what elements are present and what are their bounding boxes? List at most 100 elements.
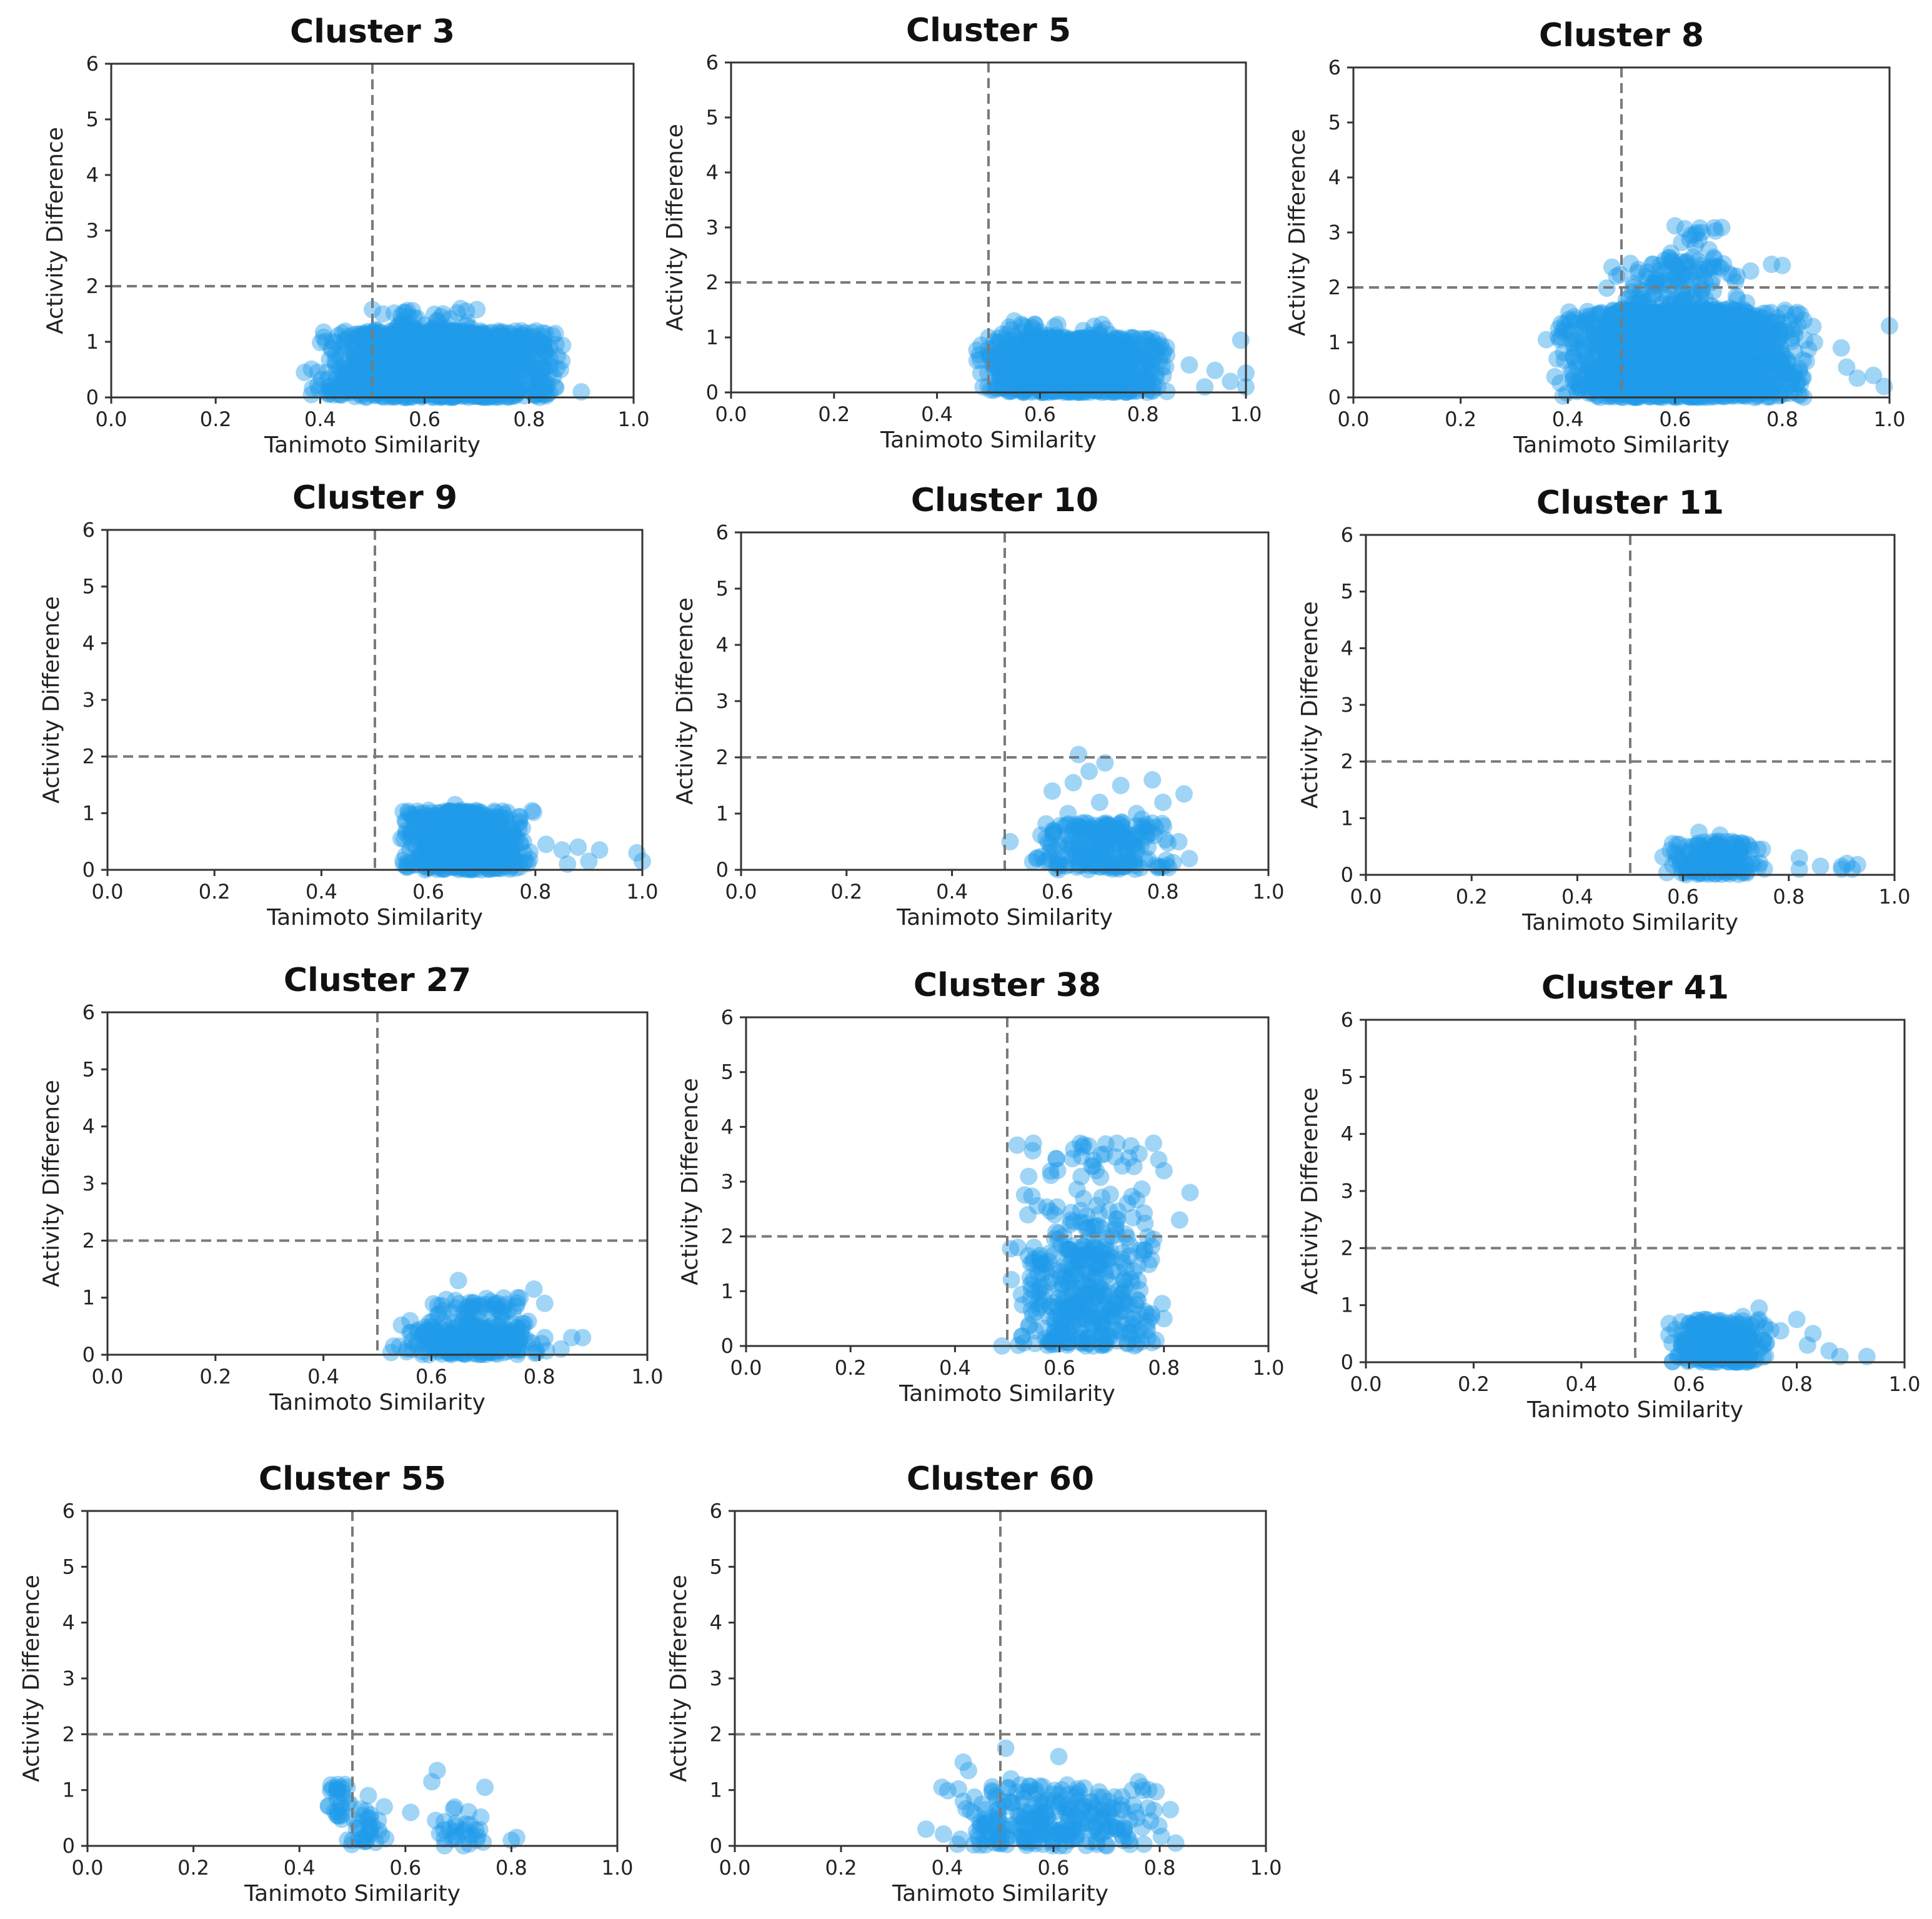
data-point: [500, 335, 519, 353]
data-point: [443, 373, 461, 391]
data-point: [331, 359, 349, 377]
data-point: [497, 341, 514, 358]
data-point: [417, 329, 436, 347]
data-point: [370, 346, 388, 364]
data-point: [480, 334, 497, 352]
data-point: [1689, 252, 1707, 271]
data-point: [522, 356, 540, 374]
data-point: [1222, 372, 1240, 391]
data-point: [403, 387, 421, 405]
data-point: [332, 375, 350, 393]
data-point: [318, 363, 336, 381]
data-point: [460, 335, 478, 353]
y-tick-label: 2: [86, 274, 99, 298]
data-point: [1005, 312, 1023, 330]
data-point: [317, 332, 335, 351]
data-point: [462, 386, 480, 404]
data-point: [396, 349, 414, 367]
data-point: [324, 332, 342, 351]
data-point: [479, 366, 497, 383]
data-point: [431, 386, 449, 404]
data-point: [439, 387, 457, 406]
data-point: [500, 379, 519, 397]
data-point: [476, 336, 494, 354]
data-point: [412, 376, 430, 394]
data-point: [447, 337, 466, 356]
data-point: [438, 351, 456, 369]
data-point: [430, 386, 448, 404]
data-point: [385, 364, 403, 382]
data-point: [339, 379, 357, 397]
data-point: [401, 347, 419, 366]
data-point: [529, 338, 547, 356]
data-point: [379, 342, 397, 361]
data-point: [381, 330, 399, 348]
data-point: [366, 357, 384, 375]
data-point: [372, 332, 390, 350]
data-point: [414, 376, 432, 394]
data-point: [346, 382, 364, 400]
data-point: [530, 372, 549, 390]
data-point: [382, 349, 400, 367]
data-point: [415, 366, 433, 384]
x-tick-label: 0.2: [818, 402, 850, 426]
data-point: [447, 356, 465, 374]
data-point: [502, 349, 520, 367]
data-point: [381, 381, 398, 399]
data-point: [482, 324, 500, 341]
data-point: [472, 322, 490, 340]
data-point: [387, 324, 405, 342]
data-point: [415, 349, 433, 367]
data-point: [443, 341, 461, 359]
data-point: [513, 367, 531, 386]
data-point: [432, 327, 449, 345]
data-point: [403, 338, 421, 356]
data-point: [452, 349, 471, 367]
data-point: [405, 357, 423, 376]
data-point: [331, 386, 349, 404]
data-point: [422, 343, 440, 361]
data-point: [463, 376, 481, 394]
data-point: [492, 385, 510, 403]
data-point: [429, 357, 447, 375]
data-point: [357, 352, 375, 370]
data-point: [466, 377, 484, 396]
data-point: [469, 387, 487, 406]
x-tick-label: 0.8: [1766, 407, 1798, 431]
data-point: [422, 386, 440, 403]
data-point: [492, 354, 510, 372]
data-point: [426, 359, 444, 377]
data-point: [382, 382, 400, 401]
data-point: [346, 357, 364, 376]
data-point: [382, 387, 401, 405]
data-point: [513, 339, 531, 357]
data-point: [530, 359, 549, 377]
data-point: [402, 381, 421, 399]
data-point: [381, 382, 399, 401]
data-point: [424, 371, 442, 389]
data-point: [424, 354, 442, 372]
data-point: [385, 322, 403, 340]
data-point: [432, 368, 450, 386]
data-point: [426, 349, 444, 367]
data-point: [339, 373, 357, 391]
data-point: [451, 370, 469, 388]
data-point: [336, 322, 354, 341]
data-point: [387, 366, 406, 384]
points-layer: [1537, 217, 1898, 406]
data-point: [1683, 384, 1701, 402]
data-point: [536, 336, 554, 354]
data-point: [1703, 312, 1721, 331]
data-point: [482, 371, 500, 389]
data-point: [509, 338, 527, 356]
data-point: [502, 364, 520, 382]
data-point: [1635, 347, 1653, 365]
data-point: [461, 323, 479, 341]
data-point: [457, 352, 476, 371]
data-point: [454, 364, 472, 382]
data-point: [446, 324, 464, 342]
data-point: [362, 364, 381, 382]
data-point: [486, 328, 504, 346]
data-point: [396, 328, 414, 346]
